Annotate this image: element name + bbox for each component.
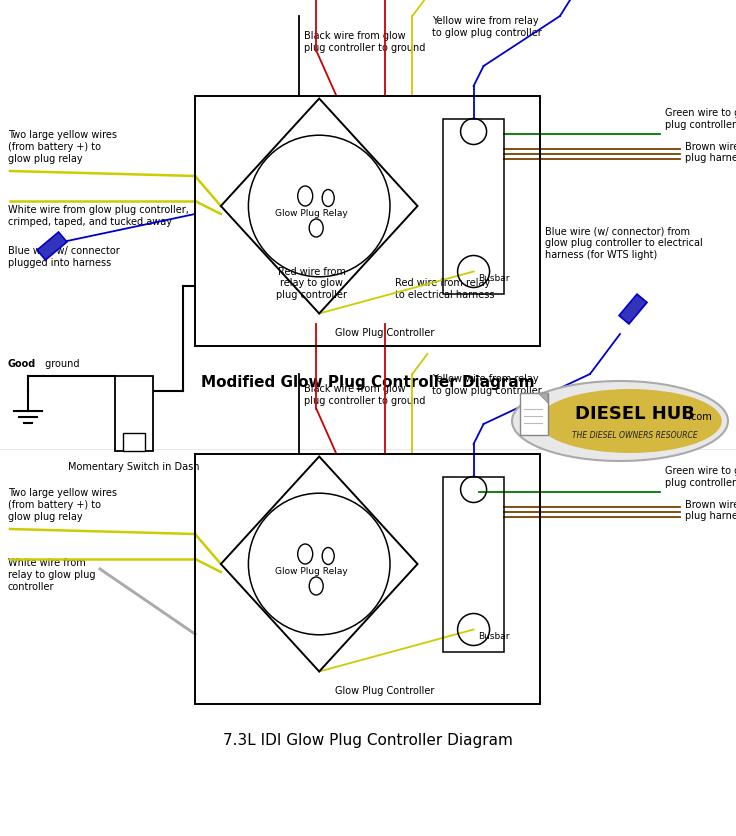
Text: Black wire from glow
plug controller to ground: Black wire from glow plug controller to … (303, 31, 425, 53)
Polygon shape (37, 232, 67, 261)
Text: Brown wires to glow
plug harness: Brown wires to glow plug harness (685, 141, 736, 163)
Bar (123, 434, 146, 451)
Bar (520, 394, 548, 436)
Text: 7.3L IDI Glow Plug Controller Diagram: 7.3L IDI Glow Plug Controller Diagram (223, 732, 513, 747)
Bar (195, 455, 540, 704)
Text: Red wire from relay
to electrical harness: Red wire from relay to electrical harnes… (394, 278, 495, 299)
Polygon shape (538, 394, 548, 404)
Text: ground: ground (42, 359, 79, 369)
Text: Glow Plug Relay: Glow Plug Relay (275, 208, 347, 217)
Ellipse shape (512, 381, 728, 461)
Text: Busbar: Busbar (478, 273, 510, 283)
Ellipse shape (538, 390, 722, 453)
Text: Blue wire (w/ connector) from
glow plug controller to electrical
harness (for WT: Blue wire (w/ connector) from glow plug … (545, 227, 703, 260)
Text: Brown wires to glow
plug harness: Brown wires to glow plug harness (685, 499, 736, 521)
Text: Good: Good (8, 359, 36, 369)
Text: Yellow wire from relay
to glow plug controller: Yellow wire from relay to glow plug cont… (432, 374, 542, 395)
Bar (115, 376, 153, 451)
Bar (195, 97, 540, 347)
Text: Momentary Switch in Dash: Momentary Switch in Dash (68, 461, 199, 472)
Text: Busbar: Busbar (478, 631, 510, 640)
Text: Glow Plug Relay: Glow Plug Relay (275, 566, 347, 575)
Text: Glow Plug Controller: Glow Plug Controller (335, 328, 434, 338)
Text: DIESEL HUB: DIESEL HUB (575, 405, 695, 422)
Text: Yellow wire from relay
to glow plug controller: Yellow wire from relay to glow plug cont… (432, 16, 542, 38)
Text: Two large yellow wires
(from battery +) to
glow plug relay: Two large yellow wires (from battery +) … (8, 488, 117, 521)
Bar (443, 477, 503, 652)
Text: Green wire to glow
plug controller: Green wire to glow plug controller (665, 466, 736, 487)
Text: Red wire from
relay to glow
plug controller: Red wire from relay to glow plug control… (276, 267, 347, 299)
Text: .com: .com (688, 411, 712, 421)
Text: White wire from glow plug controller,
crimped, taped, and tucked away: White wire from glow plug controller, cr… (8, 205, 189, 227)
Text: Green wire to glow
plug controller: Green wire to glow plug controller (665, 108, 736, 130)
Text: Blue wire w/ connector
plugged into harness: Blue wire w/ connector plugged into harn… (8, 246, 120, 268)
Text: Two large yellow wires
(from battery +) to
glow plug relay: Two large yellow wires (from battery +) … (8, 130, 117, 163)
Polygon shape (619, 295, 647, 324)
Text: White wire from
relay to glow plug
controller: White wire from relay to glow plug contr… (8, 558, 96, 591)
Bar (443, 120, 503, 294)
Text: Glow Plug Controller: Glow Plug Controller (335, 686, 434, 696)
Text: Modified Glow Plug Controller Diagram: Modified Glow Plug Controller Diagram (201, 375, 535, 390)
Text: Black wire from glow
plug controller to ground: Black wire from glow plug controller to … (303, 384, 425, 405)
Text: THE DIESEL OWNERS RESOURCE: THE DIESEL OWNERS RESOURCE (572, 431, 698, 440)
